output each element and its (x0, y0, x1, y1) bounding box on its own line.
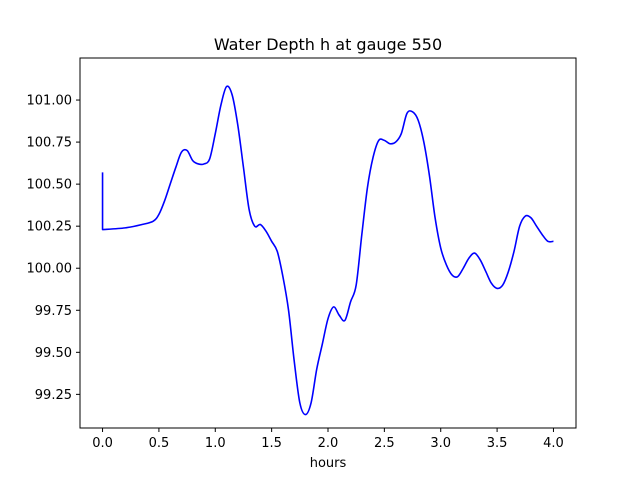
x-axis: 0.0 0.5 1.0 1.5 2.0 2.5 3.0 3.5 4.0 (92, 428, 564, 451)
y-tick-label: 101.00 (27, 94, 73, 109)
y-axis: 99.25 99.50 99.75 100.00 100.25 100.50 100.75 1… (27, 94, 80, 403)
plot-frame (79, 57, 577, 429)
y-tick-label: 99.25 (35, 388, 72, 403)
x-tick-label: 2.5 (374, 436, 395, 451)
x-tick-label: 0.0 (92, 436, 113, 451)
y-tick-label: 99.50 (35, 346, 72, 361)
series-layer (101, 85, 554, 416)
x-tick-label: 1.5 (261, 436, 282, 451)
y-tick-label: 100.25 (27, 220, 73, 235)
y-tick-label: 100.50 (27, 178, 73, 193)
y-tick-label: 100.00 (27, 262, 73, 277)
x-axis-label: hours (310, 456, 347, 471)
x-tick-label: 2.0 (318, 436, 339, 451)
chart-title: Water Depth h at gauge 550 (214, 35, 442, 54)
x-tick-label: 3.5 (487, 436, 508, 451)
x-tick-label: 0.5 (149, 436, 170, 451)
x-tick-label: 1.0 (205, 436, 226, 451)
x-tick-label: 4.0 (543, 436, 564, 451)
water-depth-line (101, 85, 554, 416)
y-tick-label: 99.75 (35, 304, 72, 319)
x-tick-label: 3.0 (430, 436, 451, 451)
y-tick-label: 100.75 (27, 136, 73, 151)
